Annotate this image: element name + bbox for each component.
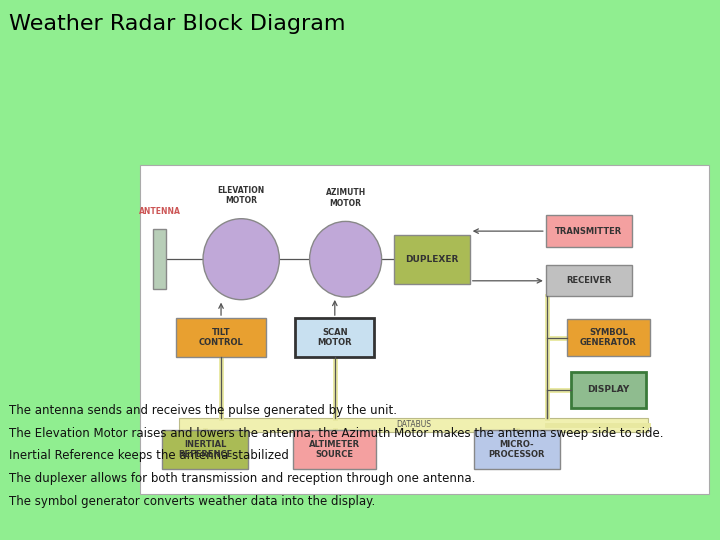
Text: The duplexer allows for both transmission and reception through one antenna.: The duplexer allows for both transmissio… xyxy=(9,472,475,485)
FancyBboxPatch shape xyxy=(295,318,374,357)
FancyBboxPatch shape xyxy=(546,265,632,296)
Text: RECEIVER: RECEIVER xyxy=(566,276,612,285)
Ellipse shape xyxy=(203,219,279,300)
Text: DATABUS: DATABUS xyxy=(396,421,431,429)
FancyBboxPatch shape xyxy=(153,230,166,289)
FancyBboxPatch shape xyxy=(474,430,560,469)
Text: The symbol generator converts weather data into the display.: The symbol generator converts weather da… xyxy=(9,495,375,508)
Text: TILT
CONTROL: TILT CONTROL xyxy=(199,328,243,347)
FancyBboxPatch shape xyxy=(395,235,469,284)
FancyBboxPatch shape xyxy=(140,165,709,494)
FancyBboxPatch shape xyxy=(179,418,648,432)
FancyBboxPatch shape xyxy=(571,372,647,408)
FancyBboxPatch shape xyxy=(176,318,266,357)
Text: Inertial Reference keeps the antenna stabilized: Inertial Reference keeps the antenna sta… xyxy=(9,449,289,462)
Text: The Elevation Motor raises and lowers the antenna, the Azimuth Motor makes the a: The Elevation Motor raises and lowers th… xyxy=(9,427,663,440)
Text: DISPLAY: DISPLAY xyxy=(588,386,629,394)
FancyBboxPatch shape xyxy=(294,430,377,469)
FancyBboxPatch shape xyxy=(162,430,248,469)
Text: DUPLEXER: DUPLEXER xyxy=(405,255,459,264)
Text: ANTENNA: ANTENNA xyxy=(139,207,181,216)
Text: INERTIAL
REFERENCE: INERTIAL REFERENCE xyxy=(178,440,233,459)
Text: SYMBOL
GENERATOR: SYMBOL GENERATOR xyxy=(580,328,636,347)
Text: Weather Radar Block Diagram: Weather Radar Block Diagram xyxy=(9,14,345,33)
Ellipse shape xyxy=(310,221,382,297)
FancyBboxPatch shape xyxy=(546,215,632,247)
Text: SCAN
MOTOR: SCAN MOTOR xyxy=(318,328,352,347)
Text: ALTIMETER
SOURCE: ALTIMETER SOURCE xyxy=(309,440,361,459)
Text: MICRO-
PROCESSOR: MICRO- PROCESSOR xyxy=(489,440,545,459)
Text: ELEVATION
MOTOR: ELEVATION MOTOR xyxy=(217,186,265,205)
Text: TRANSMITTER: TRANSMITTER xyxy=(555,227,623,235)
Text: AZIMUTH
MOTOR: AZIMUTH MOTOR xyxy=(325,188,366,208)
Text: The antenna sends and receives the pulse generated by the unit.: The antenna sends and receives the pulse… xyxy=(9,404,397,417)
FancyBboxPatch shape xyxy=(567,319,649,356)
